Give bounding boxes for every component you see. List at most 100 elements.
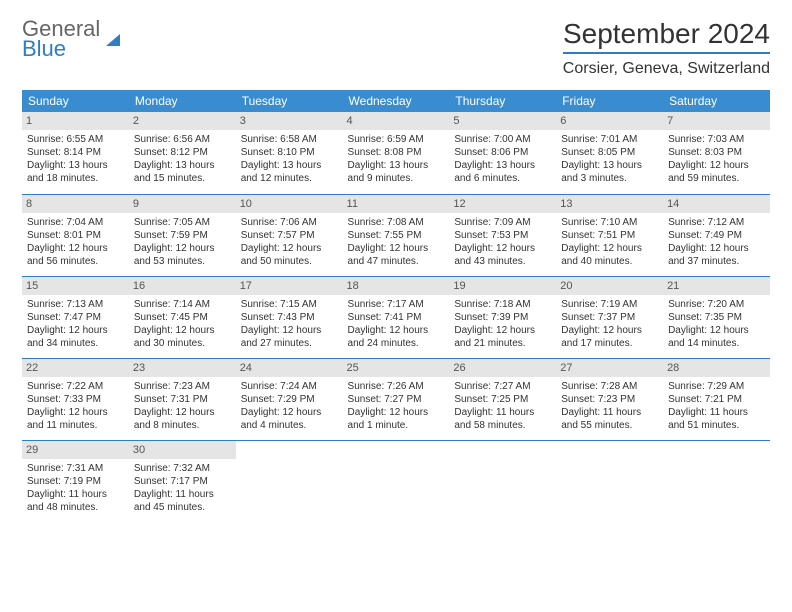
calendar-cell: 28Sunrise: 7:29 AMSunset: 7:21 PMDayligh… xyxy=(663,358,770,440)
day-number: 3 xyxy=(236,112,343,130)
sunrise-line: Sunrise: 7:14 AM xyxy=(134,298,231,311)
calendar-row: 29Sunrise: 7:31 AMSunset: 7:19 PMDayligh… xyxy=(22,440,770,522)
sunset-line: Sunset: 8:12 PM xyxy=(134,146,231,159)
daylight-line: Daylight: 13 hours and 18 minutes. xyxy=(27,159,124,185)
sunrise-line: Sunrise: 7:06 AM xyxy=(241,216,338,229)
day-number: 4 xyxy=(343,112,450,130)
sunset-line: Sunset: 7:21 PM xyxy=(668,393,765,406)
calendar-row: 1Sunrise: 6:55 AMSunset: 8:14 PMDaylight… xyxy=(22,112,770,194)
sunset-line: Sunset: 7:43 PM xyxy=(241,311,338,324)
calendar-body: 1Sunrise: 6:55 AMSunset: 8:14 PMDaylight… xyxy=(22,112,770,522)
day-number: 11 xyxy=(343,195,450,213)
daylight-line: Daylight: 12 hours and 50 minutes. xyxy=(241,242,338,268)
location: Corsier, Geneva, Switzerland xyxy=(563,60,770,78)
calendar-cell: 6Sunrise: 7:01 AMSunset: 8:05 PMDaylight… xyxy=(556,112,663,194)
sunset-line: Sunset: 7:51 PM xyxy=(561,229,658,242)
day-number: 27 xyxy=(556,359,663,377)
sunset-line: Sunset: 8:01 PM xyxy=(27,229,124,242)
day-number: 30 xyxy=(129,441,236,459)
sunset-line: Sunset: 7:19 PM xyxy=(27,475,124,488)
weekday-header: Thursday xyxy=(449,90,556,112)
sunrise-line: Sunrise: 7:31 AM xyxy=(27,462,124,475)
weekday-header: Friday xyxy=(556,90,663,112)
sunset-line: Sunset: 7:27 PM xyxy=(348,393,445,406)
sunrise-line: Sunrise: 7:22 AM xyxy=(27,380,124,393)
sunset-line: Sunset: 7:23 PM xyxy=(561,393,658,406)
daylight-line: Daylight: 12 hours and 43 minutes. xyxy=(454,242,551,268)
calendar-cell: 24Sunrise: 7:24 AMSunset: 7:29 PMDayligh… xyxy=(236,358,343,440)
sunrise-line: Sunrise: 7:19 AM xyxy=(561,298,658,311)
sunset-line: Sunset: 8:05 PM xyxy=(561,146,658,159)
sunrise-line: Sunrise: 7:03 AM xyxy=(668,133,765,146)
calendar-cell: 1Sunrise: 6:55 AMSunset: 8:14 PMDaylight… xyxy=(22,112,129,194)
daylight-line: Daylight: 12 hours and 27 minutes. xyxy=(241,324,338,350)
day-number: 15 xyxy=(22,277,129,295)
calendar-cell: 19Sunrise: 7:18 AMSunset: 7:39 PMDayligh… xyxy=(449,276,556,358)
sunset-line: Sunset: 7:31 PM xyxy=(134,393,231,406)
day-number: 28 xyxy=(663,359,770,377)
day-number: 16 xyxy=(129,277,236,295)
day-number: 10 xyxy=(236,195,343,213)
daylight-line: Daylight: 12 hours and 40 minutes. xyxy=(561,242,658,268)
sunrise-line: Sunrise: 7:23 AM xyxy=(134,380,231,393)
calendar-cell xyxy=(343,440,450,522)
calendar-cell: 9Sunrise: 7:05 AMSunset: 7:59 PMDaylight… xyxy=(129,194,236,276)
calendar-cell: 27Sunrise: 7:28 AMSunset: 7:23 PMDayligh… xyxy=(556,358,663,440)
daylight-line: Daylight: 12 hours and 14 minutes. xyxy=(668,324,765,350)
calendar-row: 8Sunrise: 7:04 AMSunset: 8:01 PMDaylight… xyxy=(22,194,770,276)
sunset-line: Sunset: 7:45 PM xyxy=(134,311,231,324)
daylight-line: Daylight: 13 hours and 15 minutes. xyxy=(134,159,231,185)
logo-triangle-icon xyxy=(104,30,124,50)
day-number: 22 xyxy=(22,359,129,377)
day-number: 2 xyxy=(129,112,236,130)
calendar-cell: 8Sunrise: 7:04 AMSunset: 8:01 PMDaylight… xyxy=(22,194,129,276)
calendar-cell: 3Sunrise: 6:58 AMSunset: 8:10 PMDaylight… xyxy=(236,112,343,194)
day-number: 9 xyxy=(129,195,236,213)
daylight-line: Daylight: 13 hours and 6 minutes. xyxy=(454,159,551,185)
sunset-line: Sunset: 8:06 PM xyxy=(454,146,551,159)
calendar-cell: 17Sunrise: 7:15 AMSunset: 7:43 PMDayligh… xyxy=(236,276,343,358)
sunset-line: Sunset: 7:33 PM xyxy=(27,393,124,406)
sunrise-line: Sunrise: 7:09 AM xyxy=(454,216,551,229)
sunset-line: Sunset: 7:17 PM xyxy=(134,475,231,488)
sunrise-line: Sunrise: 7:15 AM xyxy=(241,298,338,311)
day-number: 5 xyxy=(449,112,556,130)
daylight-line: Daylight: 11 hours and 58 minutes. xyxy=(454,406,551,432)
sunrise-line: Sunrise: 7:32 AM xyxy=(134,462,231,475)
calendar-cell: 20Sunrise: 7:19 AMSunset: 7:37 PMDayligh… xyxy=(556,276,663,358)
daylight-line: Daylight: 12 hours and 24 minutes. xyxy=(348,324,445,350)
sunset-line: Sunset: 7:55 PM xyxy=(348,229,445,242)
calendar-cell xyxy=(556,440,663,522)
sunrise-line: Sunrise: 7:10 AM xyxy=(561,216,658,229)
calendar-cell xyxy=(449,440,556,522)
calendar-cell xyxy=(663,440,770,522)
sunrise-line: Sunrise: 7:05 AM xyxy=(134,216,231,229)
sunrise-line: Sunrise: 6:55 AM xyxy=(27,133,124,146)
day-number: 19 xyxy=(449,277,556,295)
sunset-line: Sunset: 7:57 PM xyxy=(241,229,338,242)
calendar-cell: 4Sunrise: 6:59 AMSunset: 8:08 PMDaylight… xyxy=(343,112,450,194)
day-number: 25 xyxy=(343,359,450,377)
sunrise-line: Sunrise: 7:04 AM xyxy=(27,216,124,229)
daylight-line: Daylight: 12 hours and 34 minutes. xyxy=(27,324,124,350)
month-title: September 2024 xyxy=(563,18,770,54)
daylight-line: Daylight: 11 hours and 45 minutes. xyxy=(134,488,231,514)
daylight-line: Daylight: 12 hours and 37 minutes. xyxy=(668,242,765,268)
daylight-line: Daylight: 12 hours and 56 minutes. xyxy=(27,242,124,268)
daylight-line: Daylight: 12 hours and 53 minutes. xyxy=(134,242,231,268)
day-number: 26 xyxy=(449,359,556,377)
day-number: 21 xyxy=(663,277,770,295)
calendar-cell: 11Sunrise: 7:08 AMSunset: 7:55 PMDayligh… xyxy=(343,194,450,276)
weekday-row: SundayMondayTuesdayWednesdayThursdayFrid… xyxy=(22,90,770,112)
calendar-cell: 25Sunrise: 7:26 AMSunset: 7:27 PMDayligh… xyxy=(343,358,450,440)
calendar-cell: 5Sunrise: 7:00 AMSunset: 8:06 PMDaylight… xyxy=(449,112,556,194)
sunset-line: Sunset: 7:39 PM xyxy=(454,311,551,324)
weekday-header: Wednesday xyxy=(343,90,450,112)
sunset-line: Sunset: 7:41 PM xyxy=(348,311,445,324)
sunset-line: Sunset: 7:47 PM xyxy=(27,311,124,324)
sunset-line: Sunset: 8:14 PM xyxy=(27,146,124,159)
day-number: 13 xyxy=(556,195,663,213)
sunrise-line: Sunrise: 6:58 AM xyxy=(241,133,338,146)
daylight-line: Daylight: 12 hours and 1 minute. xyxy=(348,406,445,432)
daylight-line: Daylight: 13 hours and 12 minutes. xyxy=(241,159,338,185)
